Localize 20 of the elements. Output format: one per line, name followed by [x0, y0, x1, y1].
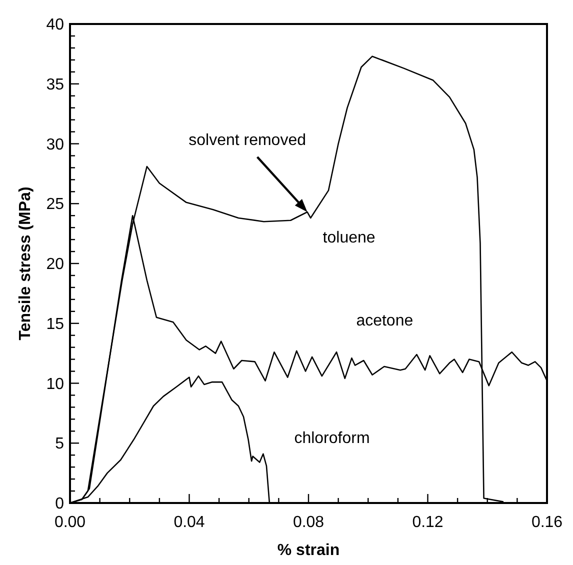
y-tick-label: 20	[46, 256, 64, 274]
series-label: toluene	[322, 229, 376, 246]
y-tick-label: 40	[46, 16, 64, 34]
y-tick-label: 0	[55, 496, 64, 513]
y-tick-label: 25	[46, 196, 64, 214]
y-axis-title: Tensile stress (MPa)	[17, 186, 34, 340]
x-tick-label: 0.08	[292, 514, 324, 531]
y-tick-label: 15	[46, 316, 64, 333]
x-axis-title: % strain	[277, 542, 340, 559]
x-tick-label: 0.00	[54, 514, 86, 531]
y-tick-label: 5	[55, 436, 64, 453]
y-tick-label: 30	[46, 136, 64, 154]
x-tick-label: 0.04	[174, 514, 205, 531]
series-label: chloroform	[294, 430, 370, 447]
series-label: acetone	[356, 312, 414, 330]
y-tick-label: 10	[46, 376, 64, 393]
y-tick-label: 35	[46, 76, 64, 94]
annotation: solvent removed	[188, 132, 306, 150]
x-tick-label: 0.16	[531, 514, 563, 531]
x-tick-label: 0.12	[412, 514, 444, 531]
